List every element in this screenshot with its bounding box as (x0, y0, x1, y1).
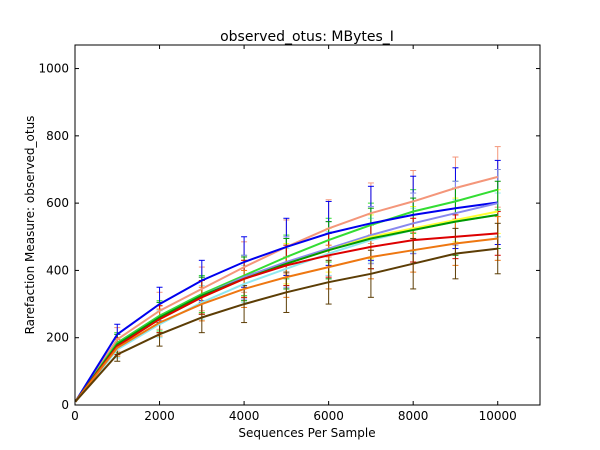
y-tick-label: 200 (46, 331, 69, 345)
y-tick-label: 400 (46, 263, 69, 277)
x-tick-label: 10000 (479, 409, 517, 423)
plot-frame (74, 44, 541, 406)
axis-ticks: 0 2000 4000 6000 8000 10000 0 200 400 600 800 1000 (38, 45, 540, 423)
x-tick-label: 8000 (398, 409, 429, 423)
series-line-9 (74, 247, 498, 403)
series-5-error-bars (114, 192, 501, 359)
x-tick-label: 2000 (144, 409, 175, 423)
y-tick-label: 800 (46, 129, 69, 143)
x-tick-label: 6000 (313, 409, 344, 423)
series-line-1 (74, 188, 498, 403)
y-axis-label: Rarefaction Measure: observed_otus (23, 116, 37, 335)
series-line-8 (74, 237, 498, 403)
chart-title: observed_otus: MBytes_I (220, 29, 394, 45)
plot-marks (74, 146, 501, 403)
y-tick-label: 0 (61, 398, 69, 412)
y-tick-label: 600 (46, 196, 69, 210)
x-axis-label: Sequences Per Sample (238, 426, 375, 440)
series-line-2 (74, 201, 498, 403)
y-tick-label: 1000 (38, 62, 69, 76)
series-line-6 (74, 213, 498, 403)
series-9-error-bars (114, 222, 501, 362)
series-7-error-bars (114, 211, 501, 356)
x-tick-label: 4000 (229, 409, 260, 423)
x-tick-label: 0 (71, 409, 79, 423)
series-line-7 (74, 232, 498, 403)
